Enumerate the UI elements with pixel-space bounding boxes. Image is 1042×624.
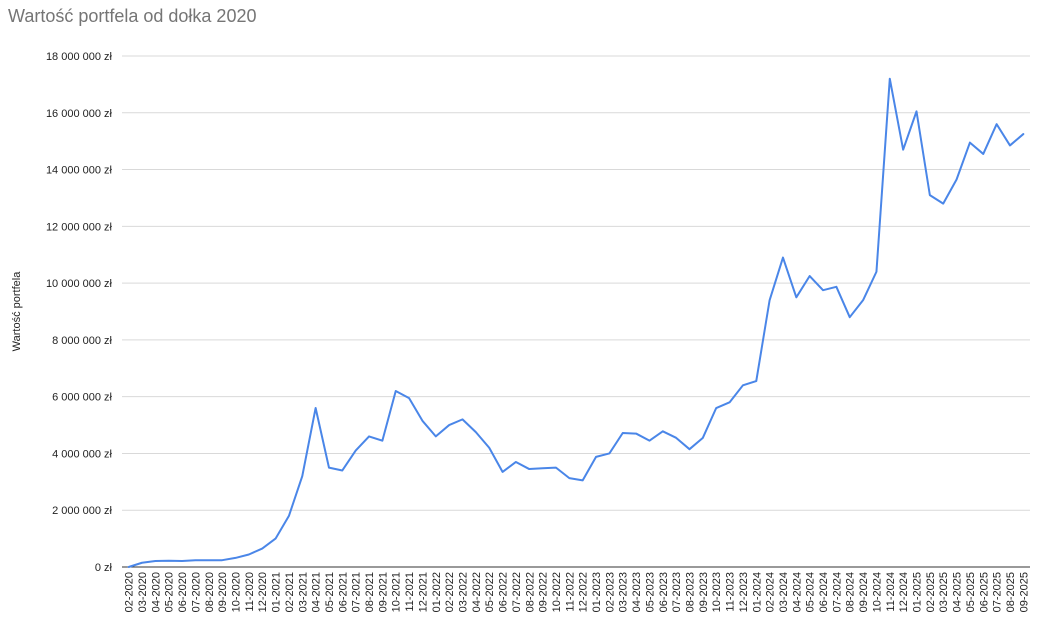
x-tick-label: 06-2022 xyxy=(498,572,510,612)
x-tick-label: 01-2025 xyxy=(912,572,924,612)
x-tick-label: 10-2023 xyxy=(711,572,723,612)
x-tick-label: 03-2021 xyxy=(297,572,309,612)
x-tick-label: 10-2021 xyxy=(391,572,403,612)
x-tick-label: 09-2025 xyxy=(1018,572,1030,612)
x-tick-label: 06-2020 xyxy=(177,572,189,612)
x-tick-label: 10-2022 xyxy=(551,572,563,612)
x-tick-label: 09-2022 xyxy=(538,572,550,612)
y-tick-label: 14 000 000 zł xyxy=(46,165,113,177)
x-axis-ticks: 02-2020 03-2020 04-2020 05-2020 06-2020 07-20… xyxy=(124,572,1031,612)
x-tick-label: 07-2023 xyxy=(671,572,683,612)
x-tick-label: 09-2024 xyxy=(858,572,870,612)
x-tick-label: 02-2024 xyxy=(765,572,777,612)
y-tick-label: 6 000 000 zł xyxy=(52,392,112,404)
x-tick-label: 09-2020 xyxy=(217,572,229,612)
y-tick-label: 18 000 000 zł xyxy=(46,51,113,63)
y-tick-label: 2 000 000 zł xyxy=(52,505,112,517)
y-axis-title: Wartość portfela xyxy=(11,271,23,352)
x-tick-label: 09-2023 xyxy=(698,572,710,612)
x-tick-label: 06-2023 xyxy=(658,572,670,612)
series-layer xyxy=(127,77,1025,568)
x-tick-label: 01-2022 xyxy=(431,572,443,612)
x-tick-label: 11-2021 xyxy=(404,572,416,612)
x-tick-label: 03-2024 xyxy=(778,572,790,612)
x-tick-label: 11-2023 xyxy=(725,572,737,612)
x-tick-label: 11-2020 xyxy=(244,572,256,612)
x-tick-label: 12-2023 xyxy=(738,572,750,612)
x-tick-label: 10-2024 xyxy=(871,572,883,612)
x-tick-label: 07-2022 xyxy=(511,572,523,612)
chart-title: Wartość portfela od dołka 2020 xyxy=(8,6,257,26)
x-tick-label: 02-2023 xyxy=(604,572,616,612)
x-tick-label: 11-2022 xyxy=(564,572,576,612)
x-tick-label: 02-2021 xyxy=(284,572,296,612)
x-tick-label: 08-2022 xyxy=(524,572,536,612)
x-tick-label: 04-2021 xyxy=(311,572,323,612)
x-tick-label: 03-2025 xyxy=(938,572,950,612)
x-tick-label: 04-2022 xyxy=(471,572,483,612)
x-tick-label: 03-2022 xyxy=(458,572,470,612)
x-tick-label: 06-2021 xyxy=(337,572,349,612)
x-tick-label: 03-2023 xyxy=(618,572,630,612)
x-tick-label: 02-2020 xyxy=(124,572,136,612)
gridlines xyxy=(122,55,1030,568)
y-tick-label: 4 000 000 zł xyxy=(52,448,112,460)
x-tick-label: 06-2025 xyxy=(978,572,990,612)
x-tick-label: 01-2023 xyxy=(591,572,603,612)
y-tick-label: 10 000 000 zł xyxy=(46,278,113,290)
x-tick-label: 05-2024 xyxy=(805,572,817,612)
x-tick-label: 12-2022 xyxy=(578,572,590,612)
x-tick-label: 07-2025 xyxy=(992,572,1004,612)
x-tick-label: 04-2023 xyxy=(631,572,643,612)
x-tick-label: 06-2024 xyxy=(818,572,830,612)
x-tick-label: 07-2021 xyxy=(351,572,363,612)
x-tick-label: 12-2020 xyxy=(257,572,269,612)
x-tick-label: 02-2025 xyxy=(925,572,937,612)
x-tick-label: 01-2021 xyxy=(271,572,283,612)
x-tick-label: 03-2020 xyxy=(137,572,149,612)
x-tick-label: 04-2025 xyxy=(952,572,964,612)
x-tick-label: 05-2023 xyxy=(644,572,656,612)
x-tick-label: 08-2023 xyxy=(685,572,697,612)
x-tick-label: 08-2025 xyxy=(1005,572,1017,612)
x-tick-label: 10-2020 xyxy=(231,572,243,612)
x-tick-label: 02-2022 xyxy=(444,572,456,612)
y-tick-label: 16 000 000 zł xyxy=(46,108,113,120)
x-tick-label: 12-2021 xyxy=(417,572,429,612)
x-tick-label: 08-2020 xyxy=(204,572,216,612)
x-tick-label: 09-2021 xyxy=(377,572,389,612)
x-tick-label: 05-2020 xyxy=(164,572,176,612)
x-tick-label: 08-2021 xyxy=(364,572,376,612)
x-tick-label: 08-2024 xyxy=(845,572,857,612)
y-tick-label: 0 zł xyxy=(95,562,113,574)
x-tick-label: 05-2025 xyxy=(965,572,977,612)
x-tick-label: 07-2024 xyxy=(831,572,843,612)
x-tick-label: 04-2020 xyxy=(150,572,162,612)
x-tick-label: 11-2024 xyxy=(885,572,897,612)
y-tick-label: 8 000 000 zł xyxy=(52,335,112,347)
y-tick-label: 12 000 000 zł xyxy=(46,221,113,233)
x-tick-label: 05-2022 xyxy=(484,572,496,612)
x-tick-label: 12-2024 xyxy=(898,572,910,612)
x-tick-label: 01-2024 xyxy=(751,572,763,612)
series-line-wartosc-portfela xyxy=(127,77,1025,568)
x-tick-label: 07-2020 xyxy=(190,572,202,612)
x-tick-label: 04-2024 xyxy=(791,572,803,612)
x-tick-label: 05-2021 xyxy=(324,572,336,612)
y-axis-ticks: 0 zł 2 000 000 zł 4 000 000 zł 6 000 000 zł… xyxy=(46,51,113,574)
